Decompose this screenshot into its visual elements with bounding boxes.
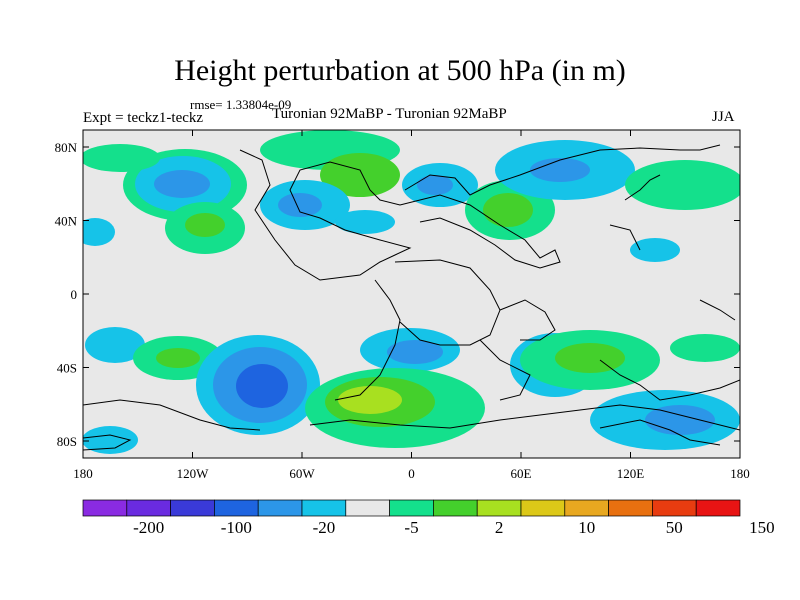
y-tick-label: 80S bbox=[57, 434, 77, 449]
contour-asia-green2 bbox=[483, 193, 533, 227]
y-tick-label: 0 bbox=[71, 287, 78, 302]
x-tick-label: 120W bbox=[177, 466, 210, 481]
contour-nepac-green2 bbox=[185, 213, 225, 237]
x-tick-label: 120E bbox=[617, 466, 645, 481]
contour-npac-blue bbox=[154, 170, 210, 198]
y-tick-label: 80N bbox=[55, 140, 78, 155]
contour-sio-green2 bbox=[555, 343, 625, 373]
y-tick-label: 40S bbox=[57, 361, 77, 376]
colorbar-swatch bbox=[214, 499, 259, 517]
colorbar-label: 10 bbox=[578, 518, 595, 537]
colorbar-swatch bbox=[695, 499, 741, 517]
x-tick-label: 60E bbox=[511, 466, 532, 481]
colorbar-swatch bbox=[257, 499, 303, 517]
colorbar-label: 2 bbox=[495, 518, 504, 537]
colorbar-label: -200 bbox=[133, 518, 164, 537]
contour-eur-blue bbox=[417, 175, 453, 195]
contour-spac-west-cyan bbox=[85, 327, 145, 363]
x-tick-label: 180 bbox=[730, 466, 750, 481]
colorbar-swatch bbox=[82, 499, 128, 517]
colorbar-swatch bbox=[476, 499, 522, 517]
y-tick-label: 40N bbox=[55, 214, 78, 229]
colorbar-swatch bbox=[433, 499, 478, 517]
contour-arctic-green2 bbox=[320, 153, 400, 197]
experiment-label: Expt = teckz1-teckz bbox=[83, 110, 204, 126]
colorbar-swatch bbox=[301, 499, 347, 517]
map-title: Height perturbation at 500 hPa (in m) bbox=[174, 54, 626, 87]
x-tick-label: 60W bbox=[289, 466, 315, 481]
colorbar-label: 150 bbox=[749, 518, 775, 537]
contour-npac-east-green bbox=[625, 160, 740, 210]
colorbar-swatch bbox=[564, 499, 609, 517]
contour-fields bbox=[83, 130, 740, 454]
colorbar-swatch bbox=[170, 499, 215, 517]
colorbar-swatch bbox=[608, 499, 653, 517]
coastlines bbox=[83, 144, 740, 451]
x-tick-label: 180 bbox=[73, 466, 93, 481]
colorbar-label: -100 bbox=[221, 518, 252, 537]
contour-se-green bbox=[670, 334, 740, 362]
colorbar-swatch bbox=[126, 499, 171, 517]
contour-nw-green bbox=[83, 144, 160, 172]
colorbar-label: -5 bbox=[404, 518, 418, 537]
contour-west-cyan bbox=[83, 218, 115, 246]
subtitle-label: Turonian 92MaBP - Turonian 92MaBP bbox=[272, 106, 507, 122]
contour-spac-low-dark bbox=[236, 364, 288, 408]
contour-spac-green2 bbox=[156, 348, 200, 368]
season-label: JJA bbox=[712, 109, 735, 125]
x-tick-label: 0 bbox=[408, 466, 415, 481]
contour-sao-yellow bbox=[338, 386, 402, 414]
contour-sw-cyan bbox=[83, 426, 138, 454]
colorbar-label: 50 bbox=[666, 518, 683, 537]
rmse-label: rmse= 1.33804e-09 bbox=[190, 97, 292, 112]
colorbar-swatch bbox=[389, 499, 434, 517]
colorbar-swatch bbox=[520, 499, 566, 517]
contour-siberia-blue bbox=[530, 158, 590, 182]
contour-nam-blue bbox=[278, 193, 322, 217]
colorbar-swatch bbox=[345, 499, 390, 517]
colorbar-label: -20 bbox=[313, 518, 336, 537]
colorbar-swatch bbox=[652, 499, 697, 517]
contour-pac-cyan bbox=[630, 238, 680, 262]
axis-ticks: 180 120W 60W 0 60E 120E 180 80N 40N 0 40S 80S bbox=[55, 130, 750, 481]
contour-natl-cyan bbox=[335, 210, 395, 234]
contour-satl-blue bbox=[387, 340, 443, 364]
colorbar: -200 -100 -20 -5 2 10 50 150 bbox=[82, 499, 775, 537]
